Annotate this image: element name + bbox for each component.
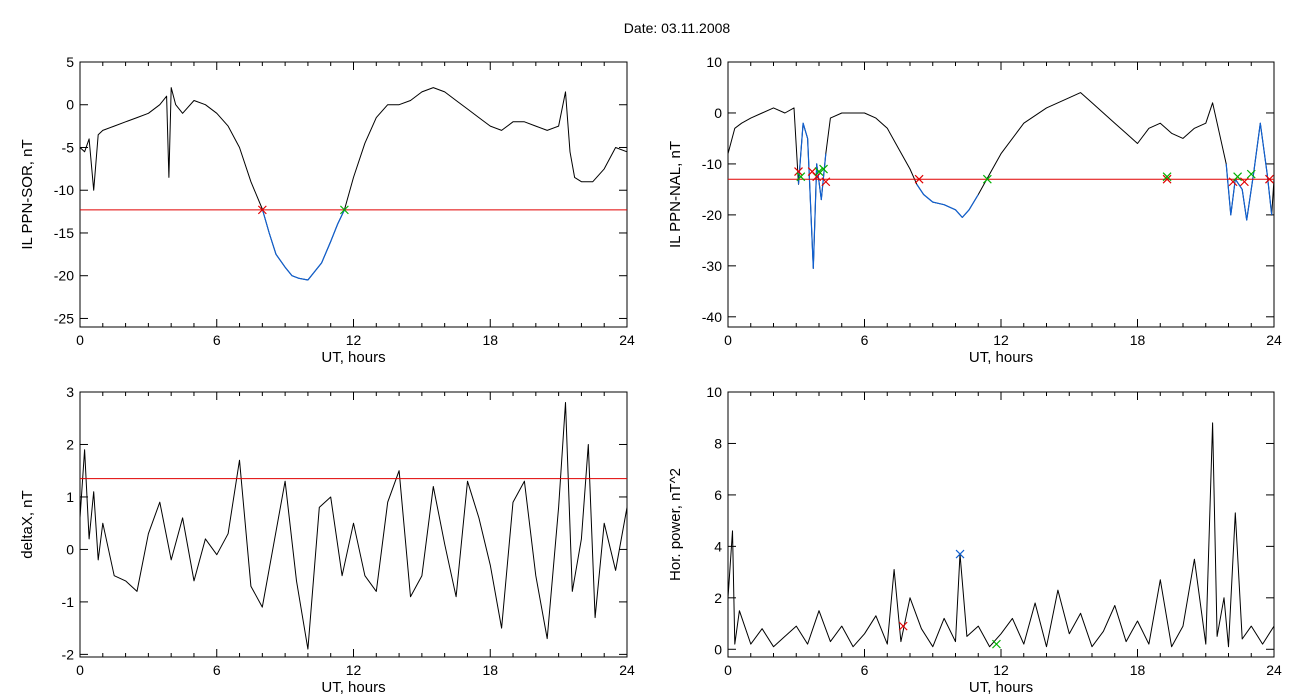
- y-axis-label: IL PPN-NAL, nT: [667, 141, 684, 248]
- highlight-segment: [797, 122, 827, 269]
- y-tick-label: 0: [714, 105, 722, 121]
- marker-green: [819, 164, 828, 174]
- y-tick-label: 3: [66, 384, 74, 400]
- marker-green: [814, 167, 824, 176]
- y-tick-label: -20: [54, 268, 74, 284]
- y-tick-label: 6: [714, 487, 722, 503]
- series-line: [727, 422, 1275, 648]
- y-tick-label: -1: [62, 594, 75, 610]
- y-tick-label: -40: [702, 309, 722, 325]
- panel-sor: 0 6 12 18 24 5 0 -5 -10 -15 -20 -25 UT, hours IL PPN-…: [19, 54, 635, 366]
- series-line: [79, 87, 628, 281]
- y-tick-label: 1: [66, 489, 74, 505]
- x-tick-label: 6: [861, 662, 869, 678]
- x-tick-label: 6: [213, 332, 221, 348]
- x-tick-label: 0: [724, 662, 732, 678]
- y-tick-label: 5: [66, 54, 74, 70]
- x-tick-label: 12: [346, 662, 362, 678]
- x-tick-label: 12: [993, 662, 1009, 678]
- x-tick-label: 0: [76, 662, 84, 678]
- x-axis-label: UT, hours: [321, 349, 385, 366]
- marker-blue: [955, 549, 965, 559]
- marker-green: [1246, 169, 1256, 179]
- marker-red: [257, 205, 267, 215]
- marker-red: [794, 167, 803, 176]
- y-tick-label: -5: [62, 139, 75, 155]
- highlight-segment: [1225, 122, 1273, 221]
- x-tick-label: 24: [619, 332, 635, 348]
- y-tick-label: 4: [714, 538, 722, 554]
- y-tick-label: 2: [714, 590, 722, 606]
- x-axis-label: UT, hours: [969, 349, 1033, 366]
- marker-green: [1233, 172, 1243, 182]
- y-tick-label: -20: [702, 207, 722, 223]
- y-tick-label: 0: [66, 541, 74, 557]
- y-axis-label: Hor. power, nT^2: [667, 468, 684, 581]
- panel-deltax: 0 6 12 18 24 3 2 1 0 -1 -2 UT, hours deltaX, nT: [19, 384, 635, 696]
- x-axis-label: UT, hours: [969, 679, 1033, 696]
- plot-frame: [727, 391, 1275, 658]
- y-axis-label: deltaX, nT: [19, 490, 36, 558]
- marker-green: [1162, 172, 1172, 182]
- panel-nal: 0 6 12 18 24 10 0 -10 -20 -30 -40 UT, hours IL PPN-N…: [667, 54, 1282, 366]
- y-tick-label: 8: [714, 435, 722, 451]
- y-tick-label: 0: [714, 641, 722, 657]
- x-tick-label: 6: [213, 662, 221, 678]
- marker-red: [1162, 174, 1172, 184]
- marker-red: [914, 174, 924, 184]
- y-tick-label: -15: [54, 225, 74, 241]
- marker-red: [812, 172, 822, 182]
- highlight-segment: [261, 208, 345, 281]
- x-tick-label: 24: [1266, 662, 1282, 678]
- y-tick-label: 2: [66, 436, 74, 452]
- y-tick-label: -25: [54, 310, 74, 326]
- y-tick-label: 10: [706, 384, 722, 400]
- x-tick-label: 18: [1130, 662, 1146, 678]
- x-tick-label: 0: [724, 332, 732, 348]
- y-tick-label: -30: [702, 258, 722, 274]
- series-line: [79, 402, 628, 650]
- x-tick-label: 18: [482, 332, 498, 348]
- x-tick-label: 12: [993, 332, 1009, 348]
- marker-green: [339, 205, 349, 215]
- marker-red: [821, 177, 831, 187]
- panel-power: 0 6 12 18 24 10 8 6 4 2 0 UT, hours Hor. power, nT^2: [667, 384, 1282, 696]
- marker-red: [1265, 174, 1274, 184]
- x-tick-label: 24: [619, 662, 635, 678]
- highlight-segment: [916, 183, 979, 218]
- marker-green: [796, 172, 806, 182]
- x-tick-label: 18: [482, 662, 498, 678]
- x-tick-label: 0: [76, 332, 84, 348]
- y-tick-label: -10: [702, 156, 722, 172]
- x-axis-label: UT, hours: [321, 679, 385, 696]
- y-tick-label: -2: [62, 646, 75, 662]
- marker-red: [1240, 177, 1249, 187]
- y-axis-label: IL PPN-SOR, nT: [19, 139, 36, 249]
- marker-green: [982, 174, 992, 184]
- y-tick-label: 10: [706, 54, 722, 70]
- x-tick-label: 6: [861, 332, 869, 348]
- marker-green: [992, 639, 1001, 649]
- marker-red: [898, 621, 908, 631]
- x-tick-label: 24: [1266, 332, 1282, 348]
- y-tick-label: -10: [54, 182, 74, 198]
- figure-title: Date: 03.11.2008: [624, 20, 731, 36]
- x-tick-label: 18: [1130, 332, 1146, 348]
- y-tick-label: 0: [66, 97, 74, 113]
- x-tick-label: 12: [346, 332, 362, 348]
